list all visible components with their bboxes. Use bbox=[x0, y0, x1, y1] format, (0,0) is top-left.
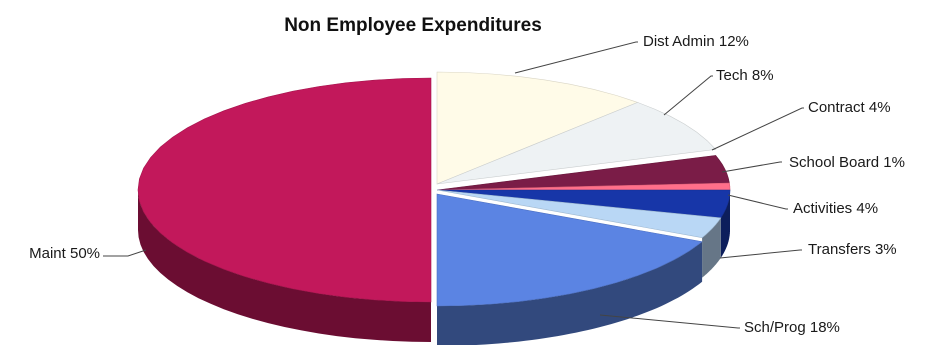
pie-slice-sch-prog bbox=[436, 193, 703, 307]
slice-labels: Maint 50% Dist Admin 12% Tech 8% Contract 4… bbox=[29, 33, 905, 336]
leader-line-transfers bbox=[719, 249, 802, 259]
pie-slice-contract bbox=[436, 155, 730, 191]
slice-label-school-board: School Board 1% bbox=[789, 154, 905, 171]
leader-line-maint bbox=[103, 249, 147, 257]
slice-label-sch-prog: Sch/Prog 18% bbox=[744, 319, 840, 336]
leader-line-sch-prog bbox=[599, 314, 740, 329]
slice-label-maint: Maint 50% bbox=[29, 245, 100, 262]
pie-slice-dist-admin bbox=[436, 71, 639, 185]
slice-label-tech: Tech 8% bbox=[716, 67, 774, 84]
pie-slice-maint bbox=[137, 77, 432, 303]
leader-line-tech bbox=[663, 75, 713, 116]
pie-slices bbox=[137, 71, 731, 307]
slice-label-transfers: Transfers 3% bbox=[808, 241, 897, 258]
pie-side-transfers bbox=[702, 217, 721, 278]
pie-sides bbox=[138, 190, 730, 345]
pie-slice-school-board bbox=[436, 182, 731, 191]
pie-slice-transfers bbox=[436, 189, 722, 239]
leader-line-dist-admin bbox=[514, 41, 638, 74]
leader-lines bbox=[103, 41, 804, 329]
leader-line-activities bbox=[727, 194, 788, 210]
leader-line-school-board bbox=[721, 161, 782, 173]
pie-side-maint bbox=[138, 190, 431, 342]
slice-label-dist-admin: Dist Admin 12% bbox=[643, 33, 749, 50]
slice-label-contract: Contract 4% bbox=[808, 99, 891, 116]
slice-label-activities: Activities 4% bbox=[793, 200, 878, 217]
pie-side-activities bbox=[720, 190, 730, 258]
pie-slice-tech bbox=[436, 102, 717, 185]
chart-title: Non Employee Expenditures bbox=[284, 15, 542, 36]
pie-side-sch-prog bbox=[437, 241, 703, 345]
leader-line-contract bbox=[711, 107, 804, 151]
